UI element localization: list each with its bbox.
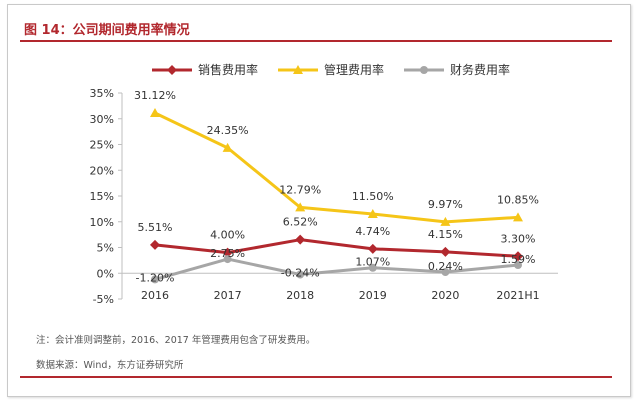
series-2-data-label: 10.85% xyxy=(497,193,539,206)
series-3-data-label: 0.24% xyxy=(428,260,463,273)
legend-swatch-marker xyxy=(293,65,303,74)
series-3-data-label: -1.20% xyxy=(136,271,175,284)
figure-source: 数据来源：Wind，东方证券研究所 xyxy=(36,360,184,371)
series-2-data-label: 12.79% xyxy=(279,183,321,196)
title-rule xyxy=(20,40,612,42)
series-1-data-label: 4.00% xyxy=(210,229,245,242)
legend-swatch-marker xyxy=(420,66,428,74)
legend-label: 管理费用率 xyxy=(324,62,384,77)
bottom-rule xyxy=(20,376,612,378)
series-1-marker xyxy=(150,239,160,250)
series-2-marker xyxy=(440,216,451,226)
series-line-2 xyxy=(154,111,519,224)
series-1-data-label: 5.51% xyxy=(138,221,173,234)
series-2-marker xyxy=(367,209,378,219)
series-3-marker xyxy=(151,275,159,284)
y-tick-label: 25% xyxy=(90,139,114,152)
series-1-data-label: 3.30% xyxy=(501,232,536,245)
series-1-marker xyxy=(513,251,523,262)
x-tick-label: 2021H1 xyxy=(496,289,539,302)
figure-note: 注：会计准则调整前，2016、2017 年管理费用包含了研发费用。 xyxy=(36,335,316,346)
series-2-data-label: 11.50% xyxy=(352,190,394,203)
series-2-marker xyxy=(513,212,523,222)
series-3-marker xyxy=(441,268,450,277)
figure-frame xyxy=(7,4,631,397)
series-1-data-label: 4.15% xyxy=(428,228,463,241)
series-3-marker xyxy=(296,270,305,279)
legend-label: 财务费用率 xyxy=(450,62,510,77)
legend-label: 销售费用率 xyxy=(198,62,258,77)
series-2-data-label: 31.12% xyxy=(134,89,176,102)
y-tick-label: 15% xyxy=(90,190,114,203)
series-1-marker xyxy=(222,247,233,258)
x-tick-label: 2017 xyxy=(214,289,242,302)
series-2-marker xyxy=(295,202,306,212)
x-tick-label: 2016 xyxy=(141,289,169,302)
y-tick-label: 10% xyxy=(90,216,114,229)
y-tick-label: 30% xyxy=(90,113,114,126)
y-tick-label: 35% xyxy=(90,87,114,100)
series-3-marker xyxy=(368,263,377,272)
series-1-marker xyxy=(440,246,451,257)
y-tick-label: 5% xyxy=(97,242,114,255)
y-tick-label: -5% xyxy=(93,293,114,306)
series-3-data-label: 1.07% xyxy=(355,256,390,269)
series-1-marker xyxy=(367,243,378,254)
series-3-marker xyxy=(223,255,232,264)
series-3-data-label: 2.75% xyxy=(210,247,245,260)
y-tick-label: 20% xyxy=(90,164,114,177)
series-line-3 xyxy=(154,257,519,281)
series-2-marker xyxy=(150,107,160,117)
series-line-1 xyxy=(154,238,519,258)
series-1-data-label: 6.52% xyxy=(283,216,318,229)
legend-swatch-marker xyxy=(167,65,177,75)
x-tick-label: 2019 xyxy=(359,289,387,302)
series-3-data-label: -0.24% xyxy=(281,266,320,279)
x-tick-label: 2018 xyxy=(286,289,314,302)
series-3-data-label: 1.59% xyxy=(501,253,536,266)
series-2-marker xyxy=(222,142,233,152)
series-3-marker xyxy=(514,261,522,270)
figure-title: 图 14：公司期间费用率情况 xyxy=(24,23,190,38)
x-tick-label: 2020 xyxy=(431,289,459,302)
series-2-data-label: 9.97% xyxy=(428,198,463,211)
series-1-data-label: 4.74% xyxy=(355,225,390,238)
y-tick-label: 0% xyxy=(97,267,114,280)
series-1-marker xyxy=(295,234,306,245)
series-2-data-label: 24.35% xyxy=(207,124,249,137)
